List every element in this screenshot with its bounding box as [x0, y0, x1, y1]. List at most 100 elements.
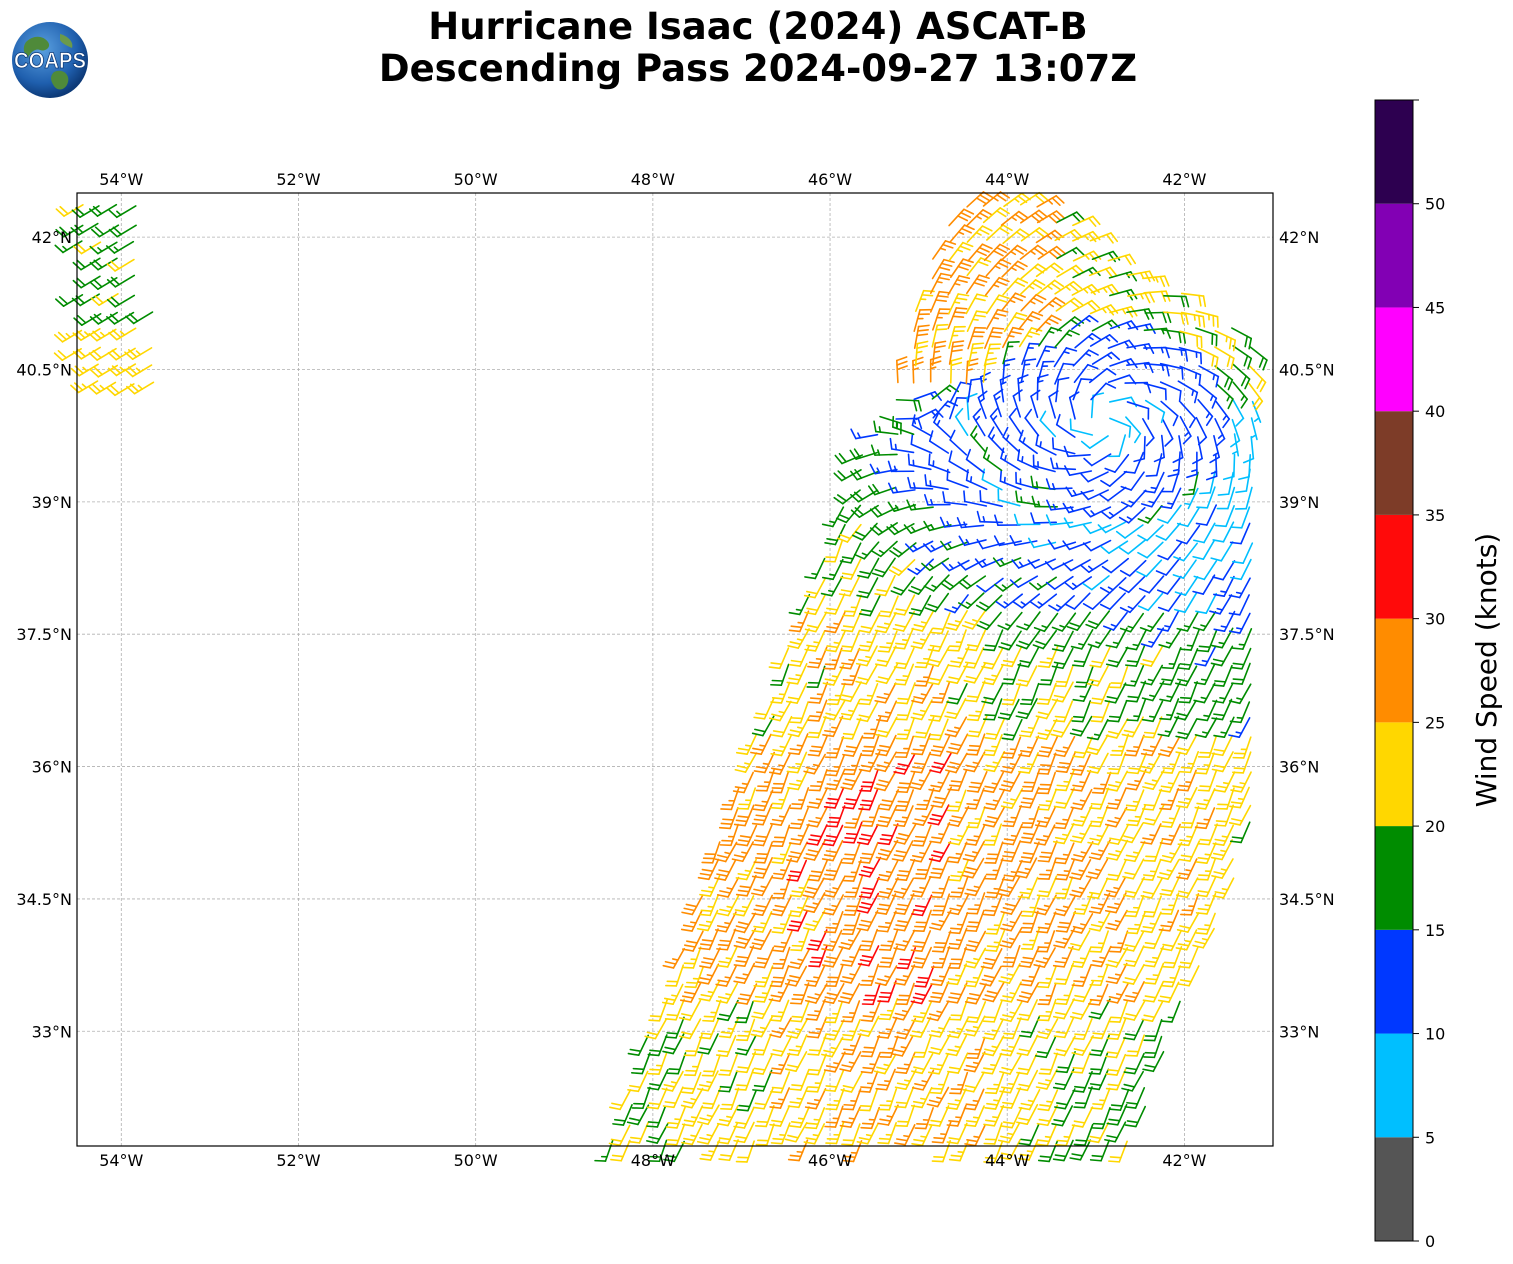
wind-barb [858, 1088, 878, 1112]
wind-barb [55, 224, 84, 238]
wind-barb [1035, 229, 1064, 244]
wind-barb [1106, 1017, 1127, 1040]
wind-barb [73, 313, 102, 326]
wind-barb [1018, 752, 1039, 774]
wind-barb [858, 856, 882, 878]
wind-barb [769, 804, 792, 827]
wind-barb [788, 807, 809, 830]
wind-barb [752, 1069, 773, 1092]
wind-barb [608, 1124, 631, 1146]
wind-barb [965, 733, 986, 756]
wind-barb [842, 821, 863, 844]
lon-label-top: 46°W [808, 170, 852, 189]
wind-barb [928, 770, 950, 793]
wind-barb [1047, 539, 1077, 550]
wind-barb [999, 927, 1023, 949]
wind-barb [983, 788, 1006, 811]
wind-barb [1072, 1070, 1093, 1093]
wind-barb [1137, 505, 1163, 524]
wind-barb [1234, 486, 1253, 510]
wind-barb [1064, 465, 1093, 476]
wind-barb [963, 490, 988, 507]
wind-barb [770, 770, 790, 794]
wind-barb [931, 384, 960, 400]
wind-barb [787, 733, 809, 755]
wind-barb [895, 398, 922, 412]
wind-barb [1143, 471, 1165, 494]
wind-barb [1141, 700, 1164, 723]
wind-barb [1193, 560, 1218, 581]
wind-barb [1034, 805, 1057, 828]
wind-barb [788, 610, 810, 633]
wind-barb [984, 841, 1004, 864]
wind-barb [928, 981, 950, 1003]
wind-barb [1160, 1000, 1181, 1023]
wind-barb [1238, 454, 1252, 481]
wind-barb [976, 538, 1005, 550]
wind-barb [967, 243, 993, 262]
wind-barb [840, 1018, 861, 1041]
wind-barb [965, 892, 986, 915]
wind-barb [1052, 945, 1074, 968]
wind-barb [1054, 1124, 1075, 1147]
wind-barb [784, 965, 808, 987]
wind-barb [1212, 664, 1233, 687]
wind-barb [986, 224, 1013, 241]
wind-barb [876, 860, 899, 882]
wind-barb [1231, 327, 1253, 350]
wind-barb [821, 558, 844, 581]
wind-barb [822, 715, 844, 738]
wind-barb [911, 610, 934, 632]
wind-barb [1009, 535, 1038, 546]
wind-barb [946, 683, 968, 705]
wind-barb [947, 927, 968, 950]
wind-barb [981, 468, 1003, 491]
wind-barb [1055, 1051, 1076, 1074]
wind-barb [857, 1015, 880, 1037]
wind-barb [1195, 912, 1216, 935]
wind-barb [1142, 769, 1165, 790]
wind-barb [964, 983, 987, 1005]
wind-barb [1088, 910, 1111, 932]
wind-barb [1000, 1087, 1022, 1109]
wind-barb [1018, 786, 1040, 809]
wind-barb [681, 1123, 703, 1146]
wind-barb [840, 945, 862, 967]
wind-barb [1056, 211, 1085, 223]
wind-barb [1228, 804, 1252, 826]
wind-barb [769, 1017, 792, 1039]
wind-barb [1119, 612, 1144, 633]
wind-barb [1051, 1105, 1074, 1127]
wind-barb [982, 698, 1003, 721]
wind-barb [1063, 445, 1091, 458]
wind-barb [909, 1016, 932, 1038]
wind-barb [1141, 1000, 1164, 1023]
wind-barb [1037, 245, 1066, 260]
wind-barb [1054, 229, 1083, 242]
wind-barb [927, 804, 950, 826]
wind-barb [678, 1018, 702, 1040]
wind-barb [1159, 842, 1183, 863]
wind-barb [1001, 1017, 1022, 1040]
wind-barb [804, 983, 828, 1004]
wind-barb [1019, 910, 1039, 934]
wind-barb [1118, 539, 1147, 555]
wind-barb [1089, 334, 1119, 347]
wind-barb [1163, 346, 1189, 362]
wind-barb [1122, 858, 1145, 880]
wind-barb [965, 448, 985, 474]
axis-labels: 54°W 54°W 52°W 52°W 50°W 50°W 48°W 48°W 46°W 46°W… [16, 170, 1334, 1170]
wind-barb [912, 804, 935, 826]
wind-barb [1069, 998, 1093, 1020]
wind-barb [948, 646, 970, 668]
wind-barb [954, 407, 969, 436]
wind-barb [1085, 858, 1109, 880]
wind-barb [985, 912, 1005, 935]
wind-barb [1197, 735, 1217, 759]
wind-barb [1002, 804, 1022, 828]
wind-barb [1001, 859, 1023, 882]
wind-barb [997, 488, 1021, 507]
wind-barb [1000, 752, 1023, 774]
wind-barb [1071, 1106, 1094, 1128]
wind-barb [842, 859, 862, 882]
